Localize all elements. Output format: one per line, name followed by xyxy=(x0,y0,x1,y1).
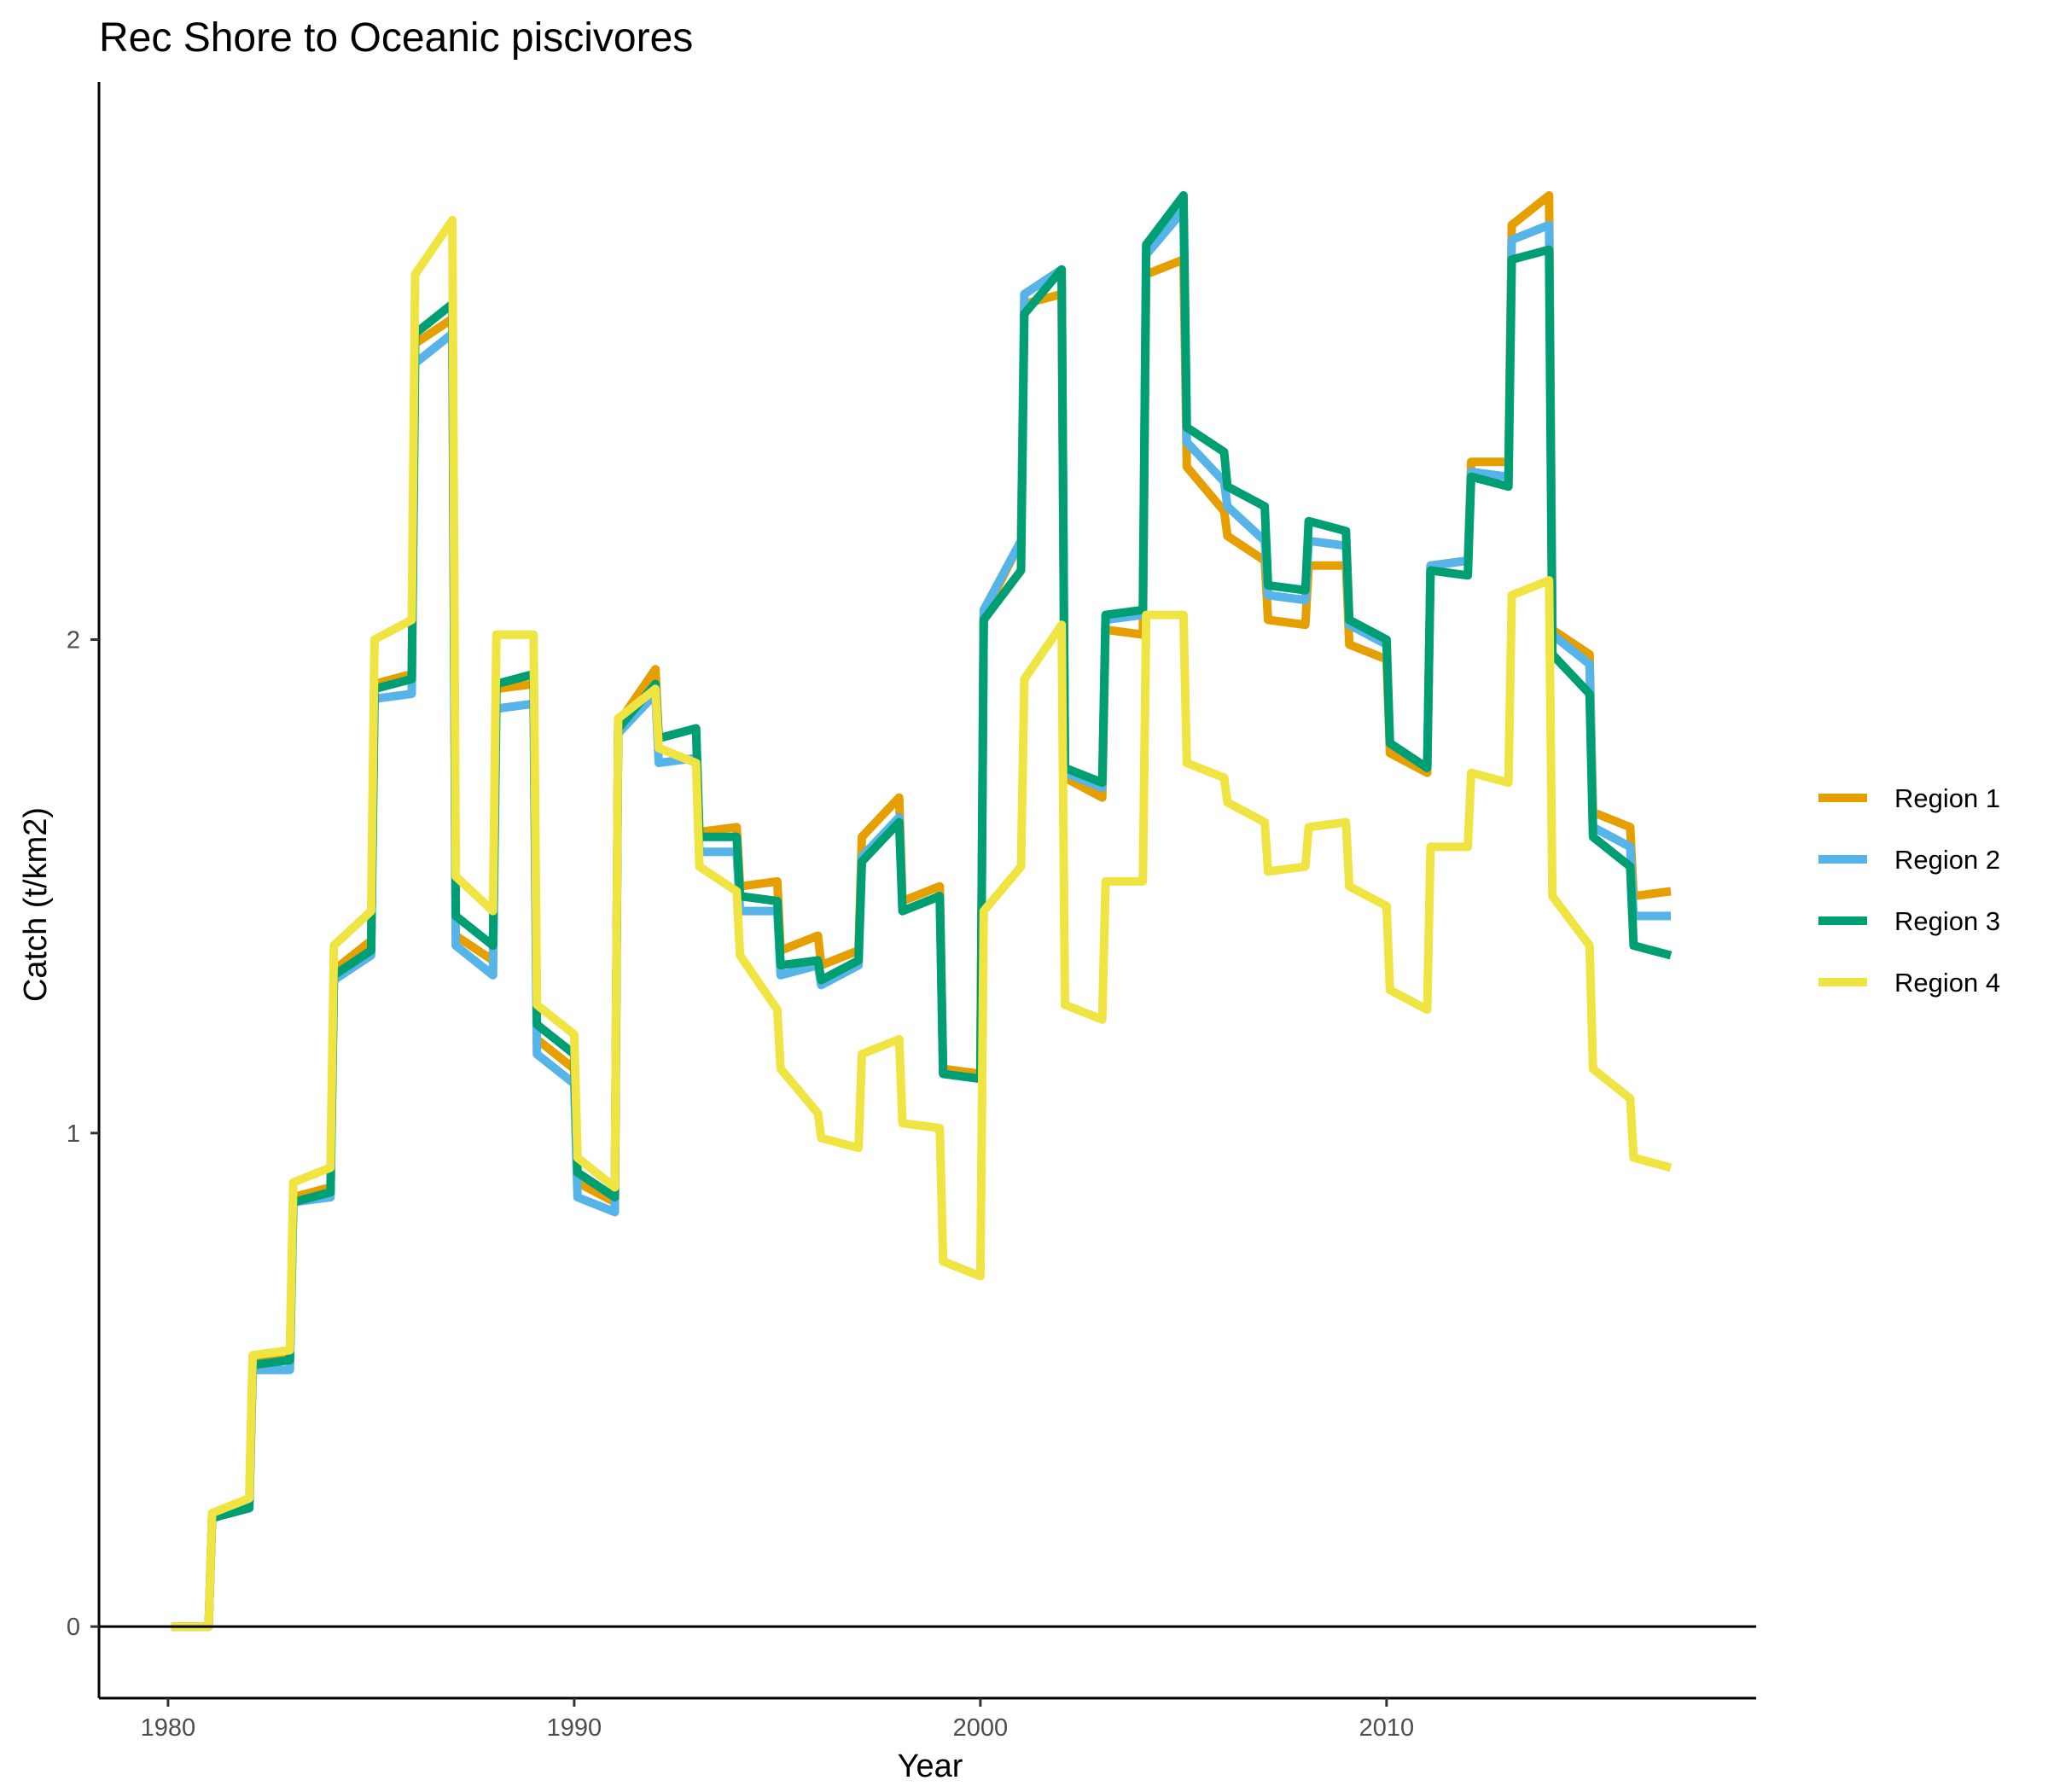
x-tick-label: 1990 xyxy=(547,1714,602,1742)
x-tick-label: 1980 xyxy=(141,1714,196,1742)
series-line-region-4 xyxy=(171,215,1673,1632)
legend-item: Region 2 xyxy=(1818,845,2000,875)
legend-label: Region 2 xyxy=(1894,845,2000,875)
series-line-region-2 xyxy=(171,206,1671,1632)
ticks-layer: 1980 1990 2000 2010 0 1 2 xyxy=(67,627,1414,1742)
legend-label: Region 1 xyxy=(1894,783,2000,813)
x-tick-label: 2010 xyxy=(1359,1714,1415,1742)
plot-area xyxy=(171,191,1673,1632)
y-tick-label: 1 xyxy=(67,1120,80,1148)
y-axis-title: Catch (t/km2) xyxy=(18,807,54,1002)
legend-label: Region 3 xyxy=(1894,906,2000,936)
y-tick-label: 0 xyxy=(67,1614,80,1641)
legend-item: Region 1 xyxy=(1818,783,2000,813)
legend-label: Region 4 xyxy=(1894,968,2000,998)
legend-item: Region 3 xyxy=(1818,906,2000,936)
series-line-region-1 xyxy=(171,191,1672,1632)
legend-item: Region 4 xyxy=(1818,968,2000,998)
x-tick-label: 2000 xyxy=(953,1714,1009,1742)
series-line-region-3 xyxy=(171,191,1673,1632)
series-layer xyxy=(171,191,1673,1632)
axes-layer xyxy=(97,82,1756,1700)
x-axis-title: Year xyxy=(898,1748,963,1784)
chart-title: Rec Shore to Oceanic piscivores xyxy=(99,15,693,61)
y-tick-label: 2 xyxy=(67,627,80,655)
legend: Region 1 Region 2 Region 3 Region 4 xyxy=(1818,783,2000,998)
